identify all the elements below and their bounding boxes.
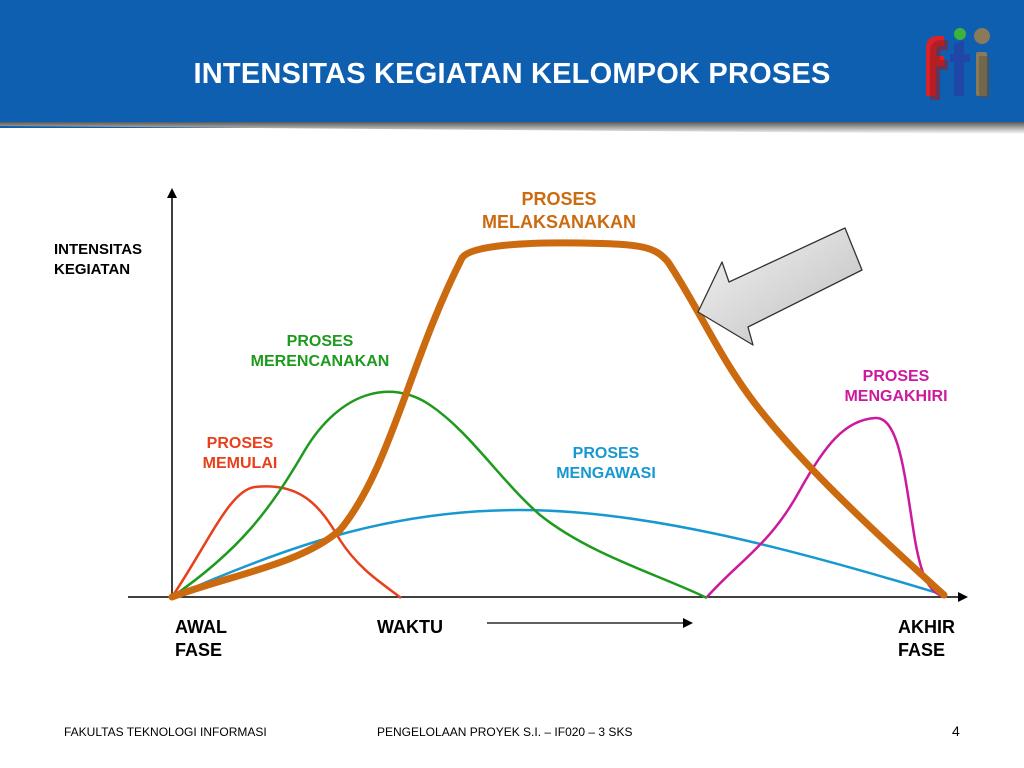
footer-course: PENGELOLAAN PROYEK S.I. – IF020 – 3 SKS: [377, 725, 633, 739]
label-proses-memulai: PROSES MEMULAI: [185, 434, 295, 474]
curve-proses-mengakhiri: [706, 416, 945, 599]
curve-proses-merencanakan: [171, 390, 708, 600]
curve-proses-melaksanakan: [168, 239, 948, 601]
x-label-start: AWAL FASE: [175, 616, 227, 661]
label-proses-mengakhiri-line-1: PROSES: [862, 368, 930, 385]
curve-proses-mengawasi: [171, 508, 945, 599]
label-proses-mengakhiri: PROSES MENGAKHIRI: [826, 367, 966, 407]
x-label-end-line-1: AKHIR: [898, 617, 955, 637]
header-bar: [0, 0, 1024, 128]
fti-logo: fti: [926, 28, 990, 100]
x-label-waktu: WAKTU: [377, 617, 443, 637]
label-proses-mengawasi: PROSES MENGAWASI: [535, 444, 677, 484]
slide-title: INTENSITAS KEGIATAN KELOMPOK PROSES: [193, 58, 831, 90]
page-number: 4: [952, 723, 960, 739]
label-proses-melaksanakan-line-2: MELAKSANAKAN: [482, 211, 636, 232]
footer-faculty: FAKULTAS TEKNOLOGI INFORMASI: [64, 725, 267, 739]
y-axis-label-line-2: KEGIATAN: [54, 260, 131, 278]
y-axis-label-line-1: INTENSITAS: [54, 241, 143, 258]
label-proses-memulai-line-1: PROSES: [206, 435, 274, 452]
label-proses-mengawasi-line-1: PROSES: [572, 445, 640, 462]
x-label-end: AKHIR FASE: [898, 616, 955, 661]
label-proses-merencanakan: PROSES MERENCANAKAN: [225, 332, 415, 372]
label-proses-melaksanakan: PROSES MELAKSANAKAN: [448, 188, 670, 233]
label-proses-merencanakan-line-1: PROSES: [286, 333, 354, 350]
header-divider: [0, 122, 1024, 134]
label-proses-mengakhiri-line-2: MENGAKHIRI: [844, 388, 948, 405]
x-label-end-line-2: FASE: [898, 639, 946, 660]
highlight-arrow: [697, 227, 863, 346]
x-label-start-line-1: AWAL: [175, 617, 227, 637]
y-axis-label: INTENSITAS KEGIATAN: [54, 240, 142, 279]
label-proses-melaksanakan-line-1: PROSES: [521, 189, 597, 209]
label-proses-mengawasi-line-2: MENGAWASI: [556, 465, 656, 482]
label-proses-merencanakan-line-2: MERENCANAKAN: [250, 353, 390, 370]
label-proses-memulai-line-2: MEMULAI: [202, 455, 278, 472]
curve-proses-memulai: [170, 485, 402, 599]
x-label-start-line-2: FASE: [175, 639, 223, 660]
